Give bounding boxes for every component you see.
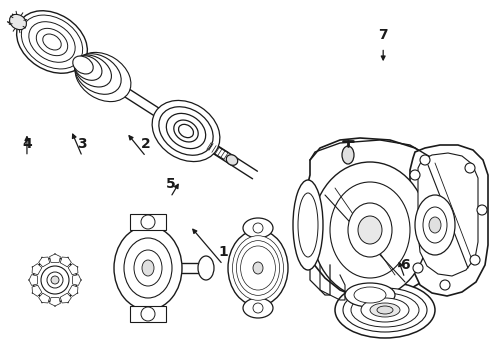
Ellipse shape bbox=[415, 195, 455, 255]
Ellipse shape bbox=[22, 15, 83, 69]
Ellipse shape bbox=[36, 28, 68, 56]
Polygon shape bbox=[73, 275, 81, 285]
Ellipse shape bbox=[335, 282, 435, 338]
Ellipse shape bbox=[29, 22, 75, 62]
Ellipse shape bbox=[166, 113, 206, 149]
Polygon shape bbox=[130, 214, 166, 230]
Ellipse shape bbox=[159, 107, 213, 155]
Ellipse shape bbox=[74, 55, 111, 87]
Ellipse shape bbox=[241, 246, 275, 290]
Circle shape bbox=[470, 255, 480, 265]
Ellipse shape bbox=[238, 242, 278, 294]
Ellipse shape bbox=[174, 120, 198, 142]
Polygon shape bbox=[68, 285, 78, 296]
Ellipse shape bbox=[73, 56, 93, 74]
Polygon shape bbox=[32, 264, 42, 275]
Ellipse shape bbox=[246, 253, 270, 283]
Circle shape bbox=[33, 258, 77, 302]
Ellipse shape bbox=[330, 182, 410, 278]
Ellipse shape bbox=[377, 306, 393, 314]
Circle shape bbox=[253, 303, 263, 313]
Ellipse shape bbox=[236, 240, 280, 295]
Polygon shape bbox=[49, 254, 60, 262]
Circle shape bbox=[253, 223, 263, 233]
Ellipse shape bbox=[293, 180, 323, 270]
Ellipse shape bbox=[114, 226, 182, 310]
Ellipse shape bbox=[124, 238, 172, 298]
Ellipse shape bbox=[361, 298, 409, 322]
Ellipse shape bbox=[351, 293, 419, 327]
Ellipse shape bbox=[423, 207, 447, 243]
Circle shape bbox=[51, 276, 59, 284]
Polygon shape bbox=[49, 297, 60, 306]
Circle shape bbox=[440, 280, 450, 290]
Circle shape bbox=[410, 170, 420, 180]
Ellipse shape bbox=[345, 283, 395, 307]
Ellipse shape bbox=[142, 260, 154, 276]
Text: 6: 6 bbox=[400, 258, 410, 272]
Text: 1: 1 bbox=[218, 244, 228, 258]
Ellipse shape bbox=[253, 262, 263, 274]
Ellipse shape bbox=[429, 217, 441, 233]
Ellipse shape bbox=[243, 218, 273, 238]
Circle shape bbox=[141, 215, 155, 229]
Ellipse shape bbox=[232, 236, 284, 300]
Ellipse shape bbox=[226, 155, 238, 165]
Polygon shape bbox=[68, 264, 78, 275]
Circle shape bbox=[47, 272, 63, 288]
Polygon shape bbox=[302, 138, 448, 300]
Circle shape bbox=[420, 155, 430, 165]
Ellipse shape bbox=[43, 34, 61, 50]
Polygon shape bbox=[32, 285, 42, 296]
Ellipse shape bbox=[343, 288, 427, 332]
Text: 4: 4 bbox=[22, 136, 32, 150]
Polygon shape bbox=[60, 257, 72, 267]
Polygon shape bbox=[130, 306, 166, 322]
Polygon shape bbox=[39, 293, 50, 303]
Ellipse shape bbox=[298, 193, 318, 257]
Circle shape bbox=[141, 307, 155, 321]
Ellipse shape bbox=[348, 203, 392, 257]
Ellipse shape bbox=[243, 298, 273, 318]
Ellipse shape bbox=[17, 11, 87, 73]
Ellipse shape bbox=[358, 216, 382, 244]
Polygon shape bbox=[418, 153, 478, 276]
Ellipse shape bbox=[228, 230, 288, 306]
Ellipse shape bbox=[312, 162, 428, 298]
Ellipse shape bbox=[178, 124, 194, 138]
Polygon shape bbox=[60, 293, 72, 303]
Ellipse shape bbox=[152, 100, 220, 162]
Ellipse shape bbox=[370, 303, 400, 317]
Ellipse shape bbox=[9, 14, 26, 30]
Ellipse shape bbox=[134, 250, 162, 286]
Ellipse shape bbox=[75, 54, 121, 94]
Polygon shape bbox=[39, 257, 50, 267]
Circle shape bbox=[477, 205, 487, 215]
Ellipse shape bbox=[75, 53, 131, 102]
Text: 7: 7 bbox=[378, 27, 388, 41]
Circle shape bbox=[413, 263, 423, 273]
Text: 3: 3 bbox=[77, 136, 87, 150]
Polygon shape bbox=[410, 145, 488, 296]
Polygon shape bbox=[29, 275, 37, 285]
Ellipse shape bbox=[354, 287, 386, 303]
Text: 5: 5 bbox=[166, 177, 175, 191]
Ellipse shape bbox=[198, 256, 214, 280]
Circle shape bbox=[465, 163, 475, 173]
Text: 2: 2 bbox=[141, 136, 151, 150]
Ellipse shape bbox=[74, 56, 102, 80]
Circle shape bbox=[41, 266, 69, 294]
Ellipse shape bbox=[342, 146, 354, 164]
